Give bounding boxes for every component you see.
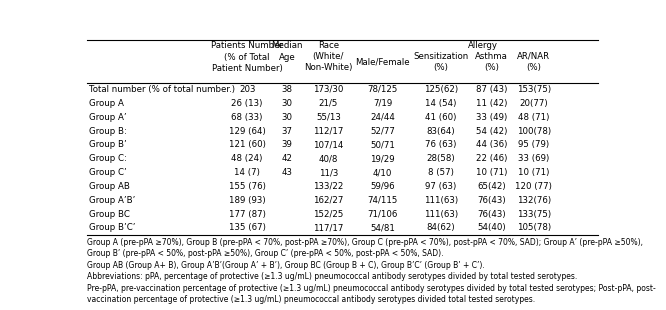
Text: 78/125: 78/125 xyxy=(368,85,398,94)
Text: 44 (36): 44 (36) xyxy=(476,140,507,149)
Text: 54(40): 54(40) xyxy=(478,224,506,232)
Text: 132(76): 132(76) xyxy=(517,196,551,205)
Text: 68 (33): 68 (33) xyxy=(232,113,263,122)
Text: 111(63): 111(63) xyxy=(424,196,458,205)
Text: Allergy: Allergy xyxy=(468,42,498,51)
Text: 121 (60): 121 (60) xyxy=(228,140,266,149)
Text: 162/27: 162/27 xyxy=(313,196,344,205)
Text: 120 (77): 120 (77) xyxy=(515,182,552,191)
Text: 26 (13): 26 (13) xyxy=(232,99,263,108)
Text: Patients Number
(% of Total
Patient Number): Patients Number (% of Total Patient Numb… xyxy=(211,42,283,73)
Text: 37: 37 xyxy=(282,126,292,135)
Text: 117/17: 117/17 xyxy=(313,224,344,232)
Text: 42: 42 xyxy=(282,154,292,163)
Text: Group C’: Group C’ xyxy=(89,168,127,177)
Text: 28(58): 28(58) xyxy=(426,154,455,163)
Text: 38: 38 xyxy=(282,85,292,94)
Text: 48 (71): 48 (71) xyxy=(518,113,549,122)
Text: 177 (87): 177 (87) xyxy=(228,210,266,219)
Text: 11 (42): 11 (42) xyxy=(476,99,507,108)
Text: Group B:: Group B: xyxy=(89,126,127,135)
Text: 173/30: 173/30 xyxy=(313,85,344,94)
Text: 41 (60): 41 (60) xyxy=(425,113,456,122)
Text: Group A’: Group A’ xyxy=(89,113,127,122)
Text: 19/29: 19/29 xyxy=(370,154,395,163)
Text: 65(42): 65(42) xyxy=(478,182,506,191)
Text: 105(78): 105(78) xyxy=(517,224,551,232)
Text: 50/71: 50/71 xyxy=(370,140,395,149)
Text: Median
Age: Median Age xyxy=(271,42,303,62)
Text: 133(75): 133(75) xyxy=(517,210,551,219)
Text: 33 (49): 33 (49) xyxy=(476,113,507,122)
Text: 100(78): 100(78) xyxy=(517,126,551,135)
Text: Group AB (Group A+ B), Group A’B’(Group A’ + B’), Group BC (Group B + C), Group : Group AB (Group A+ B), Group A’B’(Group … xyxy=(87,261,485,270)
Text: Total number (% of total number.): Total number (% of total number.) xyxy=(89,85,236,94)
Text: 14 (7): 14 (7) xyxy=(234,168,260,177)
Text: 133/22: 133/22 xyxy=(313,182,344,191)
Text: 7/19: 7/19 xyxy=(373,99,392,108)
Text: 74/115: 74/115 xyxy=(368,196,398,205)
Text: Group A: Group A xyxy=(89,99,125,108)
Text: Group B’: Group B’ xyxy=(89,140,127,149)
Text: Group B’ (pre-pPA < 50%, post-pPA ≥50%), Group C’ (pre-pPA < 50%, post-pPA < 50%: Group B’ (pre-pPA < 50%, post-pPA ≥50%),… xyxy=(87,249,444,258)
Text: 48 (24): 48 (24) xyxy=(232,154,263,163)
Text: (White/
Non-White): (White/ Non-White) xyxy=(304,51,352,72)
Text: 30: 30 xyxy=(282,113,292,122)
Text: Race: Race xyxy=(318,42,339,51)
Text: 14 (54): 14 (54) xyxy=(425,99,456,108)
Text: 55/13: 55/13 xyxy=(316,113,341,122)
Text: 43: 43 xyxy=(282,168,292,177)
Text: 22 (46): 22 (46) xyxy=(476,154,507,163)
Text: 39: 39 xyxy=(282,140,292,149)
Text: Group A’B’: Group A’B’ xyxy=(89,196,136,205)
Text: 11/3: 11/3 xyxy=(319,168,338,177)
Text: 33 (69): 33 (69) xyxy=(518,154,549,163)
Text: 54/81: 54/81 xyxy=(370,224,395,232)
Text: 152/25: 152/25 xyxy=(313,210,344,219)
Text: 95 (79): 95 (79) xyxy=(518,140,549,149)
Text: 84(62): 84(62) xyxy=(426,224,455,232)
Text: 8 (57): 8 (57) xyxy=(428,168,454,177)
Text: 30: 30 xyxy=(282,99,292,108)
Text: 59/96: 59/96 xyxy=(370,182,395,191)
Text: 97 (63): 97 (63) xyxy=(425,182,456,191)
Text: 76(43): 76(43) xyxy=(478,210,506,219)
Text: 125(62): 125(62) xyxy=(424,85,458,94)
Text: Group A (pre-pPA ≥70%), Group B (pre-pPA < 70%, post-pPA ≥70%), Group C (pre-pPA: Group A (pre-pPA ≥70%), Group B (pre-pPA… xyxy=(87,238,643,247)
Text: 87 (43): 87 (43) xyxy=(476,85,507,94)
Text: vaccination percentage of protective (≥1.3 ug/mL) pneumococcal antibody serotype: vaccination percentage of protective (≥1… xyxy=(87,295,535,304)
Text: 76(43): 76(43) xyxy=(478,196,506,205)
Text: 129 (64): 129 (64) xyxy=(228,126,266,135)
Text: Group BC: Group BC xyxy=(89,210,131,219)
Text: 40/8: 40/8 xyxy=(319,154,338,163)
Text: 76 (63): 76 (63) xyxy=(425,140,456,149)
Text: 107/14: 107/14 xyxy=(313,140,344,149)
Text: 10 (71): 10 (71) xyxy=(476,168,507,177)
Text: Sensitization
(%): Sensitization (%) xyxy=(413,51,468,72)
Text: 135 (67): 135 (67) xyxy=(228,224,266,232)
Text: 203: 203 xyxy=(239,85,255,94)
Text: 155 (76): 155 (76) xyxy=(228,182,266,191)
Text: 111(63): 111(63) xyxy=(424,210,458,219)
Text: Abbreviations: pPA, percentage of protective (≥1.3 ug/mL) pneumococcal antibody : Abbreviations: pPA, percentage of protec… xyxy=(87,272,577,281)
Text: Group B’C’: Group B’C’ xyxy=(89,224,136,232)
Text: 4/10: 4/10 xyxy=(373,168,392,177)
Text: Asthma
(%): Asthma (%) xyxy=(475,51,508,72)
Text: 112/17: 112/17 xyxy=(313,126,344,135)
Text: 20(77): 20(77) xyxy=(519,99,548,108)
Text: 52/77: 52/77 xyxy=(370,126,395,135)
Text: 10 (71): 10 (71) xyxy=(518,168,549,177)
Text: 189 (93): 189 (93) xyxy=(229,196,266,205)
Text: 153(75): 153(75) xyxy=(517,85,551,94)
Text: 83(64): 83(64) xyxy=(426,126,455,135)
Text: Male/Female: Male/Female xyxy=(355,57,410,66)
Text: 24/44: 24/44 xyxy=(370,113,395,122)
Text: Pre-pPA, pre-vaccination percentage of protective (≥1.3 ug/mL) pneumococcal anti: Pre-pPA, pre-vaccination percentage of p… xyxy=(87,284,656,293)
Text: Group AB: Group AB xyxy=(89,182,131,191)
Text: 54 (42): 54 (42) xyxy=(476,126,507,135)
Text: Group C:: Group C: xyxy=(89,154,127,163)
Text: AR/NAR
(%): AR/NAR (%) xyxy=(517,51,550,72)
Text: 21/5: 21/5 xyxy=(319,99,338,108)
Text: 71/106: 71/106 xyxy=(368,210,398,219)
